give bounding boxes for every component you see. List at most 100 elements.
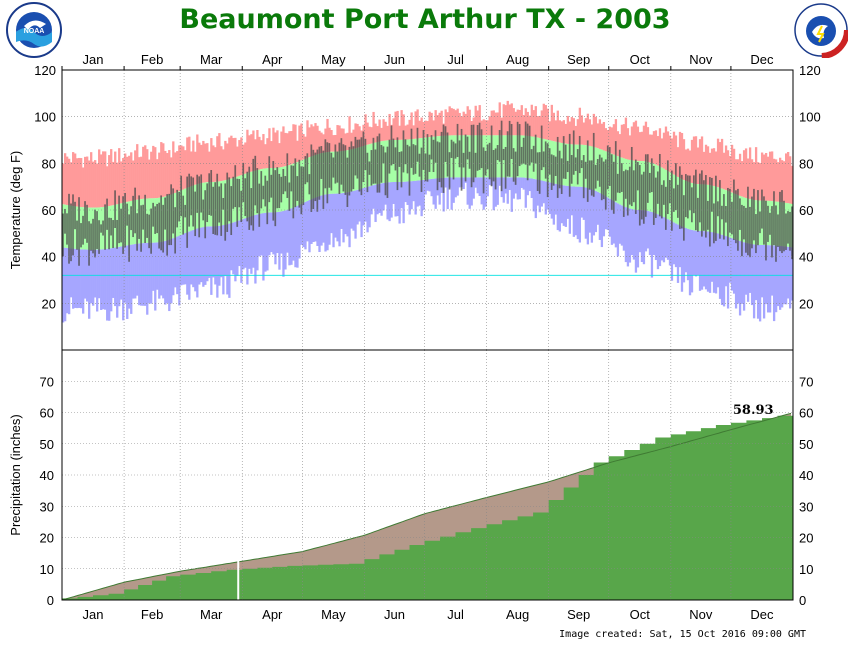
- record-high-bar: [640, 131, 644, 162]
- record-high-bar: [144, 145, 147, 199]
- bottom-month-tick-label: Nov: [689, 607, 713, 622]
- record-high-bar: [170, 157, 173, 195]
- precip-right-tick-label: 30: [799, 499, 813, 514]
- record-high-bar: [190, 151, 193, 187]
- top-month-tick-label: Oct: [630, 52, 651, 67]
- record-high-bar: [678, 131, 682, 179]
- record-low-bar: [256, 214, 259, 271]
- daily-temperature-bar: [282, 168, 285, 195]
- record-high-bar: [494, 112, 497, 136]
- record-low-bar: [402, 181, 405, 224]
- record-low-bar: [678, 225, 682, 268]
- record-high-bar: [484, 120, 487, 136]
- record-high-bar: [186, 137, 189, 188]
- record-low-bar: [424, 179, 427, 195]
- record-high-bar: [254, 139, 257, 171]
- daily-temperature-bar: [302, 166, 305, 206]
- record-low-bar: [516, 177, 519, 200]
- record-high-bar: [684, 149, 688, 182]
- record-low-bar: [74, 248, 77, 308]
- precip-left-tick-label: 50: [40, 437, 54, 452]
- record-high-bar: [386, 125, 389, 141]
- daily-temperature-bar: [600, 157, 603, 201]
- record-low-bar: [368, 186, 371, 228]
- record-high-bar: [646, 127, 650, 162]
- record-low-bar: [510, 177, 513, 212]
- record-low-bar: [536, 179, 539, 206]
- temp-left-tick-label: 120: [34, 63, 56, 78]
- record-low-bar: [362, 187, 365, 226]
- record-high-bar: [540, 110, 543, 139]
- daily-temperature-bar: [134, 187, 136, 234]
- record-high-bar: [394, 111, 397, 140]
- record-high-bar: [158, 152, 161, 198]
- record-high-bar: [372, 111, 375, 144]
- record-high-bar: [460, 116, 463, 136]
- daily-temperature-bar: [514, 151, 517, 185]
- record-low-bar: [748, 243, 752, 293]
- record-low-bar: [478, 177, 481, 196]
- record-low-bar: [216, 226, 219, 298]
- daily-temperature-bar: [554, 156, 557, 176]
- record-high-bar: [188, 136, 191, 187]
- record-low-bar: [734, 239, 738, 309]
- record-high-bar: [98, 149, 101, 208]
- record-high-bar: [282, 126, 285, 167]
- daily-temperature-bar: [717, 201, 719, 217]
- record-low-bar: [214, 226, 217, 285]
- record-low-bar: [638, 210, 642, 253]
- daily-temperature-bar: [622, 171, 625, 217]
- daily-temperature-bar: [678, 166, 681, 229]
- daily-temperature-bar: [396, 137, 399, 191]
- record-high-bar: [224, 140, 227, 181]
- record-high-bar: [286, 133, 289, 166]
- record-low-bar: [220, 225, 223, 278]
- record-low-bar: [756, 244, 760, 319]
- daily-temperature-bar: [228, 177, 231, 222]
- record-high-bar: [130, 152, 133, 201]
- daily-temperature-bar: [76, 220, 78, 250]
- daily-temperature-bar: [743, 205, 745, 240]
- record-high-bar: [670, 138, 674, 174]
- record-low-bar: [80, 249, 83, 309]
- daily-temperature-bar: [380, 144, 383, 183]
- record-high-bar: [128, 155, 131, 202]
- daily-temperature-bar: [777, 214, 779, 247]
- daily-temperature-bar: [751, 196, 753, 249]
- record-high-bar: [272, 127, 275, 168]
- record-low-bar: [662, 217, 666, 263]
- daily-temperature-bar: [266, 180, 269, 225]
- record-low-bar: [392, 182, 395, 204]
- record-high-bar: [306, 120, 309, 158]
- record-low-bar: [264, 212, 267, 272]
- daily-temperature-bar: [709, 177, 711, 247]
- record-low-bar: [376, 184, 379, 215]
- record-low-bar: [208, 226, 211, 278]
- record-high-bar: [518, 109, 521, 136]
- daily-temperature-bar: [558, 150, 561, 189]
- record-high-bar: [434, 110, 437, 137]
- daily-temperature-bar: [362, 131, 365, 183]
- record-high-bar: [82, 167, 85, 208]
- daily-temperature-bar: [418, 153, 421, 177]
- record-low-bar: [462, 177, 465, 190]
- daily-temperature-bar: [727, 187, 729, 247]
- record-high-bar: [774, 159, 778, 202]
- daily-temperature-bar: [340, 138, 343, 185]
- record-low-bar: [160, 241, 163, 296]
- record-low-bar: [410, 181, 413, 210]
- record-low-bar: [776, 245, 780, 307]
- daily-temperature-bar: [598, 154, 601, 187]
- daily-temperature-bar: [224, 183, 227, 241]
- precip-left-tick-label: 70: [40, 374, 54, 389]
- record-low-bar: [78, 249, 81, 308]
- daily-temperature-bar: [707, 200, 709, 230]
- record-low-bar: [534, 179, 537, 219]
- record-high-bar: [318, 130, 321, 154]
- record-high-bar: [562, 120, 565, 144]
- record-low-bar: [250, 216, 253, 274]
- record-high-bar: [136, 144, 139, 200]
- precip-left-tick-label: 0: [47, 593, 54, 608]
- record-low-bar: [346, 192, 349, 237]
- daily-temperature-bar: [530, 149, 533, 163]
